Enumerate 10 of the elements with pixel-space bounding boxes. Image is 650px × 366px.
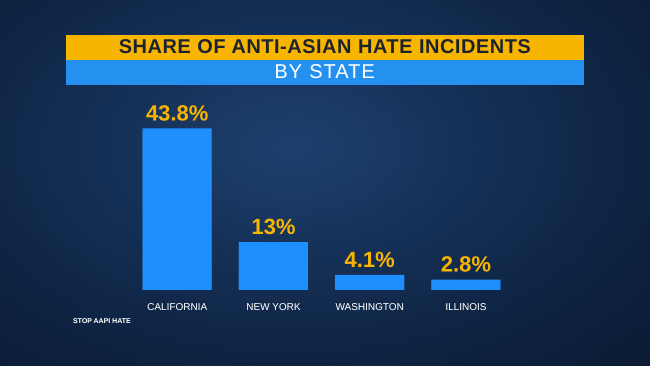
x-tick-label: CALIFORNIA (147, 302, 208, 313)
data-label: 2.8% (440, 252, 491, 277)
data-label: 4.1% (344, 246, 395, 272)
x-tick-label: ILLINOIS (445, 302, 487, 313)
chart-title: SHARE OF ANTI-ASIAN HATE INCIDENTS (66, 35, 584, 60)
chart-subtitle: BY STATE (66, 60, 584, 85)
data-label: 43.8% (146, 100, 208, 126)
x-tick-label: WASHINGTON (335, 302, 404, 313)
x-tick-label: NEW YORK (246, 302, 301, 313)
data-label: 13% (251, 214, 296, 240)
